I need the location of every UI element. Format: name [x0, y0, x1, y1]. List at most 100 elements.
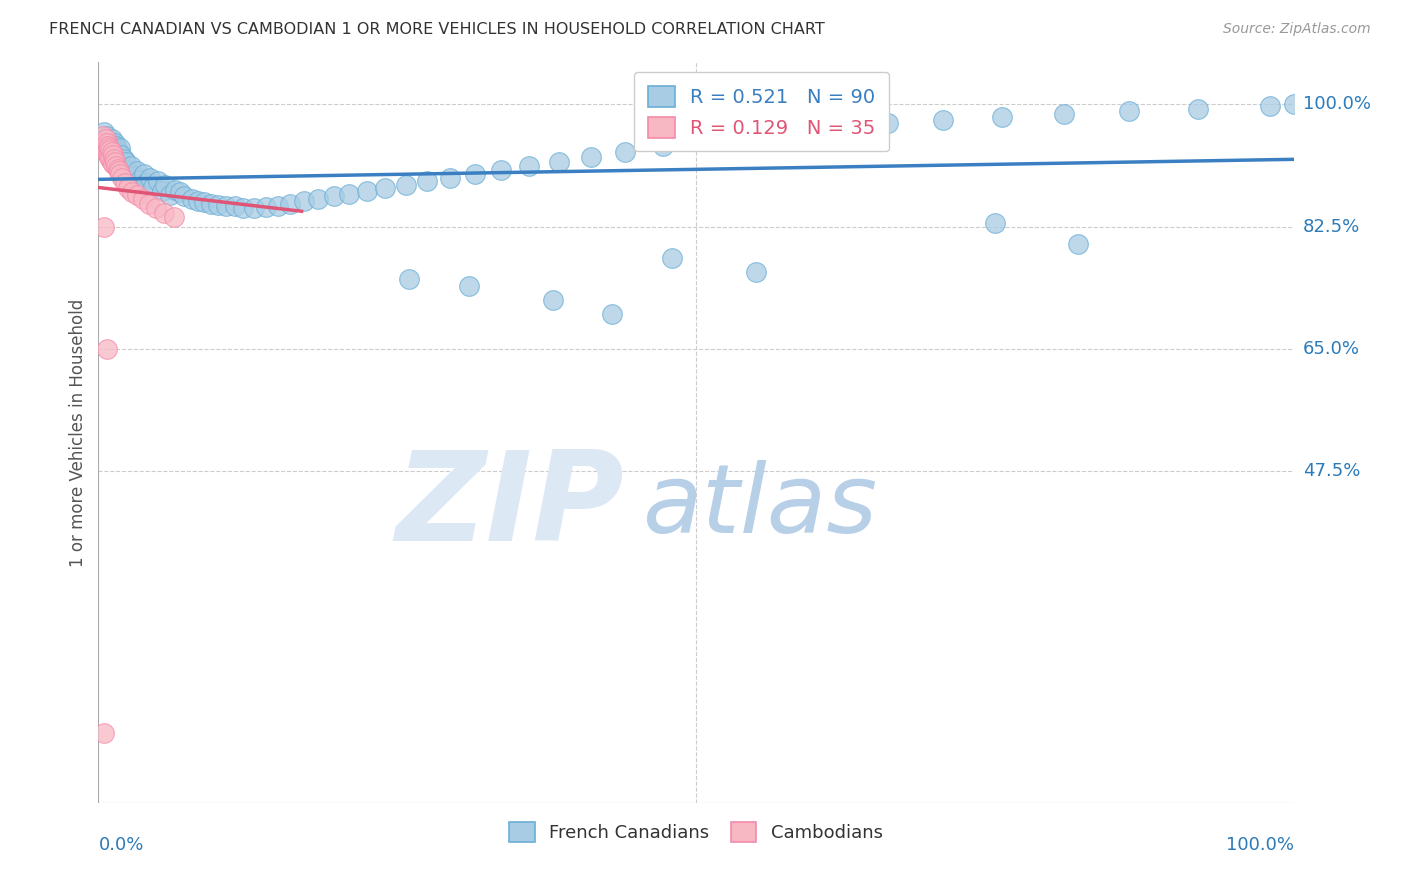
- Text: 0.0%: 0.0%: [98, 836, 143, 855]
- Point: [169, 186, 191, 200]
- Point: [91, 128, 114, 143]
- Point: [148, 174, 170, 188]
- Point: [439, 170, 461, 185]
- Point: [1053, 107, 1076, 121]
- Point: [117, 181, 139, 195]
- Point: [541, 293, 564, 307]
- Point: [97, 136, 120, 150]
- Point: [93, 143, 115, 157]
- Point: [114, 160, 136, 174]
- Point: [614, 145, 637, 159]
- Point: [97, 139, 120, 153]
- Point: [93, 726, 115, 740]
- Point: [129, 173, 152, 187]
- Point: [193, 195, 215, 210]
- Text: 100.0%: 100.0%: [1303, 95, 1371, 113]
- Point: [100, 132, 122, 146]
- Point: [142, 179, 165, 194]
- Point: [745, 265, 768, 279]
- Point: [651, 139, 673, 153]
- Point: [111, 157, 134, 171]
- Legend: French Canadians, Cambodians: French Canadians, Cambodians: [502, 815, 890, 849]
- Point: [267, 199, 290, 213]
- Point: [100, 136, 122, 150]
- Point: [517, 159, 540, 173]
- Point: [96, 136, 118, 150]
- Point: [224, 199, 246, 213]
- Point: [125, 188, 148, 202]
- Point: [101, 139, 124, 153]
- Text: 47.5%: 47.5%: [1303, 462, 1361, 480]
- Point: [115, 154, 138, 169]
- Point: [110, 147, 132, 161]
- Point: [132, 167, 155, 181]
- Point: [339, 186, 361, 201]
- Point: [602, 307, 624, 321]
- Point: [733, 129, 755, 144]
- Point: [991, 110, 1014, 124]
- Point: [108, 141, 131, 155]
- Point: [114, 176, 136, 190]
- Point: [96, 128, 118, 143]
- Point: [104, 143, 127, 157]
- Point: [97, 147, 120, 161]
- Point: [458, 279, 481, 293]
- Point: [1067, 237, 1090, 252]
- Point: [135, 176, 157, 190]
- Point: [93, 136, 115, 150]
- Point: [464, 167, 486, 181]
- Text: FRENCH CANADIAN VS CAMBODIAN 1 OR MORE VEHICLES IN HOUSEHOLD CORRELATION CHART: FRENCH CANADIAN VS CAMBODIAN 1 OR MORE V…: [49, 22, 825, 37]
- Point: [107, 150, 129, 164]
- Text: 82.5%: 82.5%: [1303, 218, 1361, 235]
- Point: [96, 342, 118, 356]
- Point: [579, 150, 602, 164]
- Text: 65.0%: 65.0%: [1303, 340, 1360, 358]
- Point: [111, 170, 134, 185]
- Point: [93, 125, 115, 139]
- Point: [94, 139, 117, 153]
- Point: [163, 211, 186, 225]
- Point: [96, 144, 118, 158]
- Point: [100, 154, 122, 169]
- Point: [661, 251, 683, 265]
- Point: [108, 167, 131, 181]
- Point: [103, 152, 125, 166]
- Point: [1282, 97, 1305, 112]
- Point: [215, 199, 238, 213]
- Point: [187, 194, 209, 209]
- Text: ZIP: ZIP: [395, 446, 624, 567]
- Point: [101, 143, 124, 157]
- Point: [153, 205, 176, 219]
- Point: [145, 201, 167, 215]
- Point: [690, 134, 713, 148]
- Point: [180, 192, 202, 206]
- Y-axis label: 1 or more Vehicles in Household: 1 or more Vehicles in Household: [69, 299, 87, 566]
- Point: [163, 183, 186, 197]
- Point: [105, 147, 128, 161]
- Point: [374, 181, 396, 195]
- Point: [117, 163, 139, 178]
- Point: [207, 198, 229, 212]
- Text: 100.0%: 100.0%: [1226, 836, 1294, 855]
- Point: [98, 150, 121, 164]
- Point: [984, 216, 1007, 230]
- Point: [159, 188, 181, 202]
- Point: [94, 132, 117, 146]
- Point: [200, 196, 222, 211]
- Point: [98, 146, 122, 161]
- Text: Source: ZipAtlas.com: Source: ZipAtlas.com: [1223, 22, 1371, 37]
- Point: [243, 202, 266, 216]
- Point: [125, 163, 148, 178]
- Point: [292, 194, 315, 208]
- Point: [322, 189, 344, 203]
- Point: [120, 159, 142, 173]
- Point: [98, 152, 122, 166]
- Point: [105, 139, 128, 153]
- Point: [173, 189, 195, 203]
- Point: [307, 192, 329, 206]
- Point: [139, 170, 162, 185]
- Point: [103, 150, 125, 164]
- Point: [138, 196, 160, 211]
- Point: [398, 272, 420, 286]
- Point: [105, 159, 128, 173]
